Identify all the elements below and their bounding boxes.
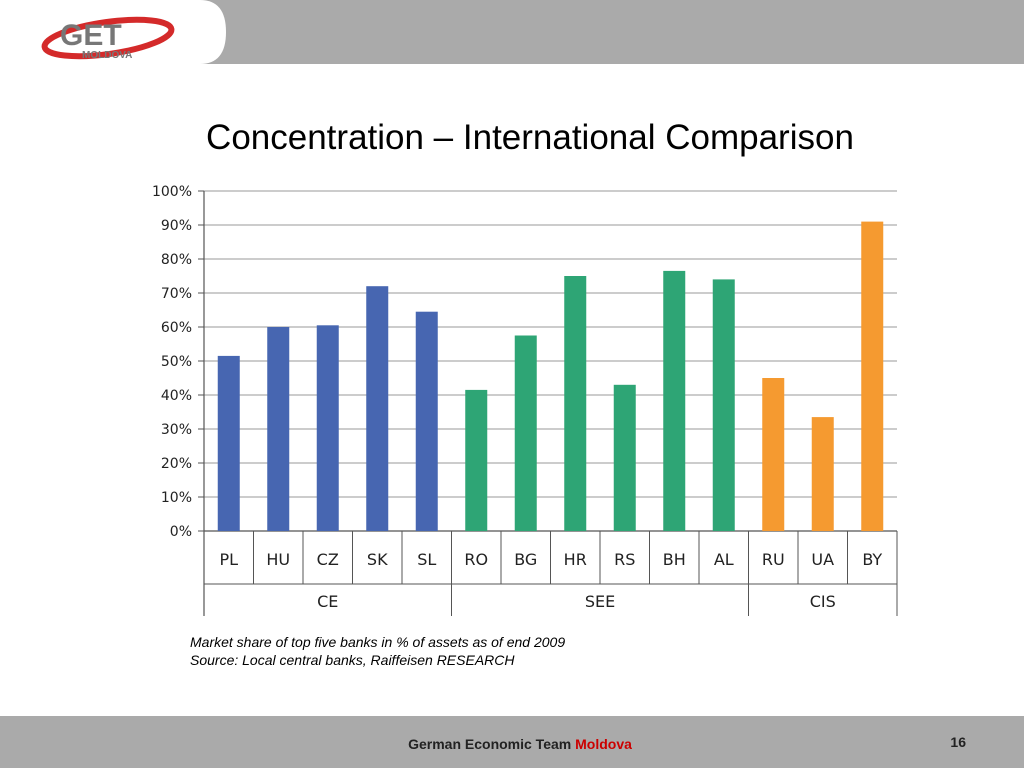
footer-text: German Economic Team Moldova xyxy=(0,736,1024,752)
bar-sk xyxy=(366,286,389,531)
slide-title: Concentration – International Comparison xyxy=(206,118,854,157)
category-label: RO xyxy=(464,550,488,569)
category-label: RS xyxy=(614,550,635,569)
bar-chart: 0% 10% 20% 30% 40% 50% 60% 70% 80% 90% 100% PL HU CZ S… xyxy=(152,184,898,616)
bar-pl xyxy=(217,355,240,531)
bar-ua xyxy=(811,417,834,531)
bar-al xyxy=(712,279,735,531)
y-tick-label: 80% xyxy=(161,252,192,268)
bar-sl xyxy=(415,311,438,531)
footer-team: German Economic Team xyxy=(408,736,572,752)
footer-bar xyxy=(0,716,1024,768)
category-label: BH xyxy=(663,550,686,569)
y-tick-label: 50% xyxy=(161,354,192,370)
get-moldova-logo: GET MOLDOVA xyxy=(0,0,226,64)
bar-ro xyxy=(465,389,488,531)
category-label: BY xyxy=(862,550,882,569)
group-label: CIS xyxy=(810,592,836,611)
bar-bh xyxy=(663,270,686,531)
y-tick-label: 40% xyxy=(161,388,192,404)
bar-cz xyxy=(316,325,339,531)
category-label: SL xyxy=(417,550,436,569)
bar-hr xyxy=(564,276,587,531)
category-label: SK xyxy=(367,550,388,569)
group-label: CE xyxy=(317,592,338,611)
y-tick-label: 30% xyxy=(161,422,192,438)
category-label: RU xyxy=(762,550,785,569)
category-label: UA xyxy=(811,550,834,569)
group-label: SEE xyxy=(585,592,615,611)
bar-bg xyxy=(514,335,537,531)
logo-text: GET xyxy=(60,19,122,52)
category-label: BG xyxy=(514,550,537,569)
bar-ru xyxy=(762,378,785,531)
category-label: PL xyxy=(219,550,238,569)
category-label: HU xyxy=(266,550,290,569)
logo-subtext: MOLDOVA xyxy=(82,50,132,61)
caption-line-1: Market share of top five banks in % of a… xyxy=(190,634,566,650)
y-tick-label: 0% xyxy=(170,524,192,540)
bar-rs xyxy=(613,384,636,531)
caption-line-2: Source: Local central banks, Raiffeisen … xyxy=(190,652,515,668)
footer-accent: Moldova xyxy=(575,736,632,752)
y-tick-label: 60% xyxy=(161,320,192,336)
category-label: AL xyxy=(714,550,734,569)
y-tick-label: 70% xyxy=(161,286,192,302)
y-tick-label: 100% xyxy=(152,184,192,200)
page-number: 16 xyxy=(950,734,966,750)
y-tick-label: 20% xyxy=(161,456,192,472)
chart-caption: Market share of top five banks in % of a… xyxy=(190,633,565,669)
category-label: HR xyxy=(564,550,587,569)
bar-hu xyxy=(267,327,290,531)
category-label: CZ xyxy=(317,550,339,569)
y-tick-label: 10% xyxy=(161,490,192,506)
y-tick-label: 90% xyxy=(161,218,192,234)
bar-by xyxy=(861,221,884,531)
